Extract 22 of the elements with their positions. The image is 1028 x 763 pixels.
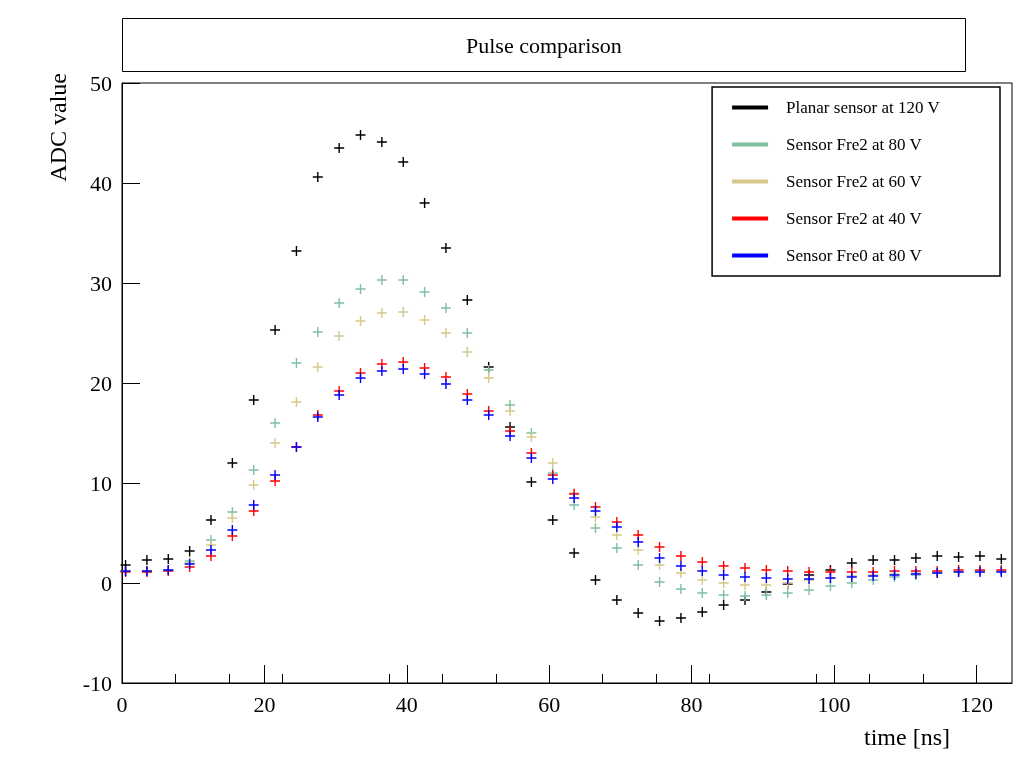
y-axis-title: ADC value	[45, 73, 71, 182]
x-tick-label: 80	[680, 691, 703, 717]
x-axis-title: time [ns]	[864, 724, 950, 750]
y-tick-label: 0	[101, 570, 112, 596]
x-tick-label: 60	[538, 691, 561, 717]
legend-label: Sensor Fre0 at 80 V	[786, 246, 923, 265]
y-tick-label: 50	[90, 70, 112, 96]
legend-label: Planar sensor at 120 V	[786, 98, 941, 117]
y-tick-label: 40	[90, 170, 112, 196]
x-tick-label: 100	[817, 691, 851, 717]
y-tick-label: -10	[82, 670, 112, 696]
legend-label: Sensor Fre2 at 80 V	[786, 135, 923, 154]
legend-label: Sensor Fre2 at 60 V	[786, 172, 923, 191]
x-tick-label: 40	[395, 691, 418, 717]
y-tick-label: 10	[90, 470, 112, 496]
chart-title: Pulse comparison	[466, 32, 622, 58]
y-tick-label: 20	[90, 370, 112, 396]
y-tick-label: 30	[90, 270, 112, 296]
x-tick-label: 20	[253, 691, 276, 717]
legend-label: Sensor Fre2 at 40 V	[786, 209, 923, 228]
x-tick-label: 120	[959, 691, 993, 717]
x-tick-label: 0	[116, 691, 128, 717]
